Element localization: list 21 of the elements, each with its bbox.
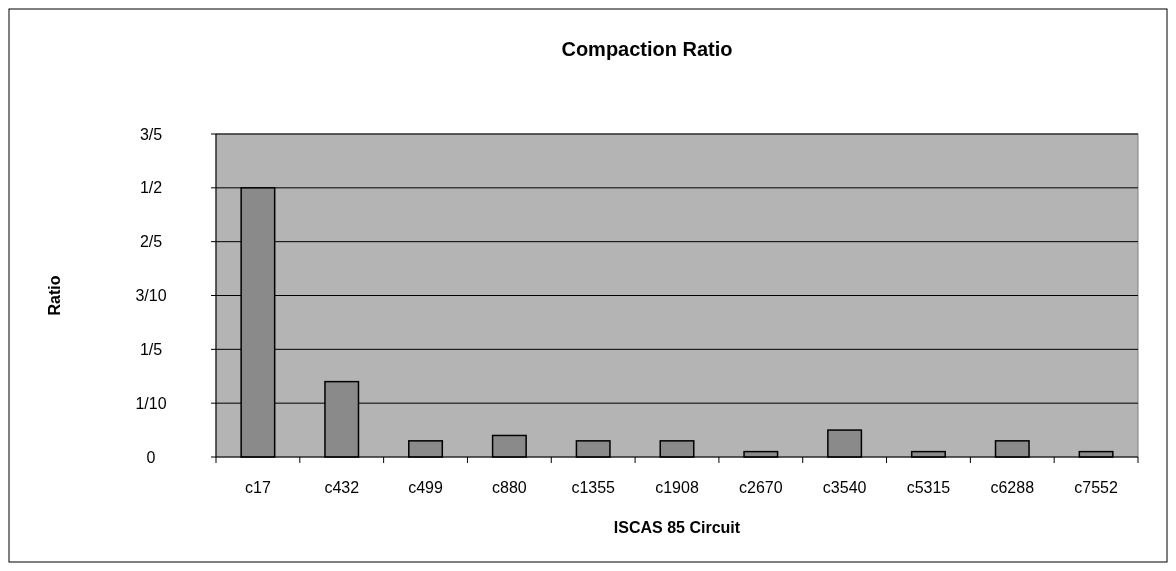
x-tick-label: c2670: [739, 479, 783, 496]
y-tick-label: 1/5: [139, 340, 163, 358]
x-tick-label: c1355: [571, 479, 616, 496]
y-tick-label: 1/10: [135, 394, 167, 412]
x-tick-label: c432: [324, 479, 360, 496]
x-tick-label: c499: [408, 479, 443, 496]
x-tick-label: c7552: [1074, 479, 1118, 496]
x-tick-label: c6288: [990, 479, 1035, 496]
x-tick-label: c5315: [906, 479, 951, 496]
x-axis-title: ISCAS 85 Circuit: [613, 519, 741, 536]
x-tick-label: c17: [245, 479, 271, 496]
x-tick-label: c3540: [822, 479, 867, 496]
y-tick-label: 1/2: [139, 179, 163, 197]
y-tick-label: 3/5: [139, 125, 163, 143]
y-tick-label: 0: [146, 448, 156, 466]
x-tick-label: c880: [492, 479, 527, 496]
y-tick-label: 2/5: [139, 233, 163, 251]
chart-title: Compaction Ratio: [561, 38, 733, 60]
x-tick-label: c1908: [655, 479, 699, 496]
y-tick-label: 3/10: [135, 287, 167, 305]
y-axis-title: Ratio: [46, 275, 63, 316]
